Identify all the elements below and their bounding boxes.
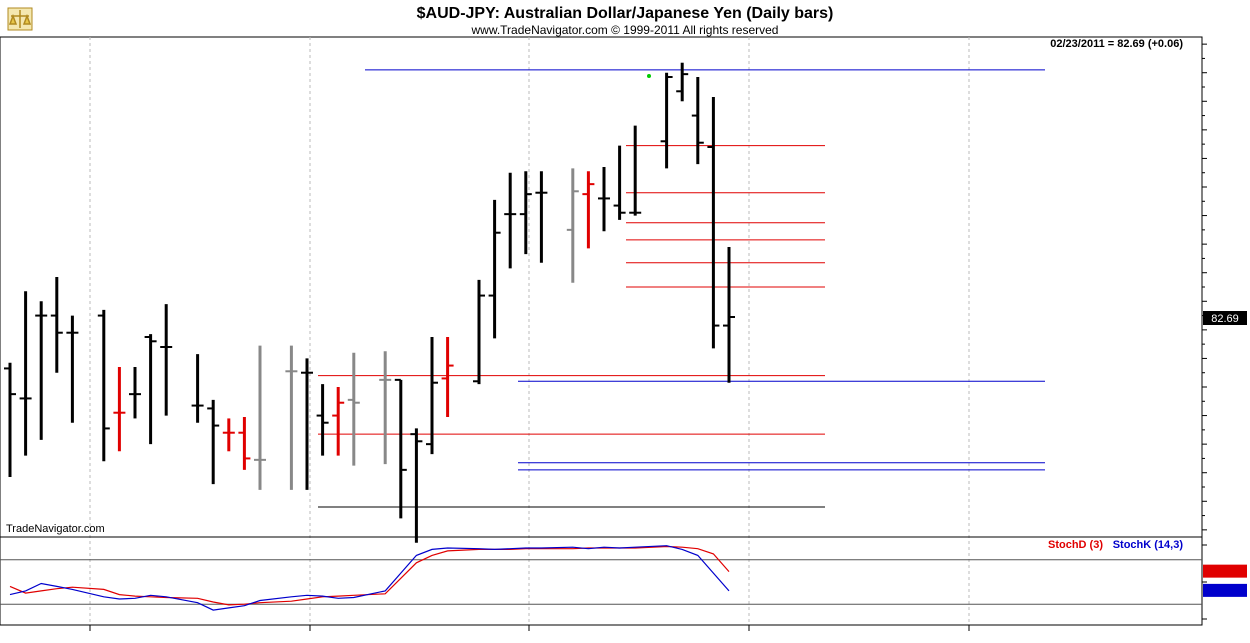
ohlc-bar bbox=[347, 352, 360, 466]
stoch-line-d bbox=[9, 545, 730, 606]
stochastic-axis bbox=[1202, 544, 1247, 620]
ohlc-bar bbox=[504, 172, 517, 269]
ohlc-bar bbox=[191, 354, 204, 423]
logo-icon bbox=[7, 7, 33, 31]
ohlc-bar bbox=[723, 247, 735, 383]
price-axis bbox=[1202, 43, 1207, 531]
price-grid bbox=[89, 37, 970, 625]
stoch-line-k bbox=[9, 545, 730, 611]
signal-dot bbox=[647, 74, 651, 78]
quote-readout: 02/23/2011 = 82.69 (+0.06) bbox=[1050, 38, 1183, 50]
ohlc-bar bbox=[66, 315, 79, 423]
ohlc-bar bbox=[473, 279, 485, 385]
ohlc-bar bbox=[410, 428, 423, 543]
ohlc-bar bbox=[535, 171, 548, 263]
ohlc-bar bbox=[19, 291, 32, 456]
ohlc-bar bbox=[629, 125, 642, 216]
ohlc-bar bbox=[97, 309, 110, 462]
last-price-tag: 82.69 bbox=[1203, 311, 1247, 325]
ohlc-bar bbox=[488, 199, 501, 339]
ohlc-bar bbox=[129, 367, 141, 419]
support-resistance-levels bbox=[318, 69, 1045, 508]
ohlc-bar bbox=[394, 378, 407, 519]
price-pane-frame bbox=[0, 36, 1203, 538]
ohlc-bar bbox=[613, 145, 626, 220]
osc-value-tag-bg bbox=[1203, 564, 1247, 578]
watermark: TradeNavigator.com bbox=[6, 523, 105, 535]
ohlc-bar bbox=[222, 418, 235, 452]
ohlc-bars bbox=[4, 62, 735, 543]
chart-title: $AUD-JPY: Australian Dollar/Japanese Yen… bbox=[417, 5, 834, 22]
ohlc-bar bbox=[144, 334, 157, 445]
ohlc-bar bbox=[707, 97, 720, 349]
legend-stochd: StochD (3) bbox=[1048, 539, 1103, 551]
ohlc-bar bbox=[254, 345, 266, 490]
osc-value-tag-bg bbox=[1203, 583, 1247, 597]
ohlc-bar bbox=[160, 304, 173, 416]
ohlc-bar bbox=[4, 362, 16, 477]
ohlc-bar bbox=[426, 337, 438, 455]
ohlc-bar bbox=[441, 337, 454, 417]
ohlc-bar bbox=[285, 345, 298, 490]
ohlc-bar bbox=[316, 384, 329, 456]
ohlc-bar bbox=[332, 387, 345, 456]
chart-subtitle: www.TradeNavigator.com © 1999-2011 All r… bbox=[471, 23, 779, 37]
ohlc-bar bbox=[301, 358, 313, 490]
ohlc-bar bbox=[660, 72, 673, 169]
ohlc-bar bbox=[691, 77, 704, 165]
ohlc-bar bbox=[35, 301, 48, 440]
svg-text:82.69: 82.69 bbox=[1211, 313, 1239, 325]
ohlc-bar bbox=[379, 351, 392, 465]
ohlc-bar bbox=[50, 277, 63, 373]
ohlc-bar bbox=[676, 62, 689, 102]
stochastic-pane-frame bbox=[0, 536, 1203, 626]
ohlc-bar bbox=[582, 171, 595, 249]
ohlc-bar bbox=[519, 171, 532, 255]
stochastic-lines bbox=[9, 545, 730, 611]
ohlc-bar bbox=[238, 417, 251, 470]
ohlc-bar bbox=[566, 168, 579, 283]
ohlc-bar bbox=[113, 367, 126, 452]
date-axis bbox=[89, 625, 970, 631]
ohlc-bar bbox=[598, 167, 610, 232]
ohlc-bar bbox=[207, 399, 220, 485]
legend-stochk: StochK (14,3) bbox=[1113, 539, 1184, 551]
